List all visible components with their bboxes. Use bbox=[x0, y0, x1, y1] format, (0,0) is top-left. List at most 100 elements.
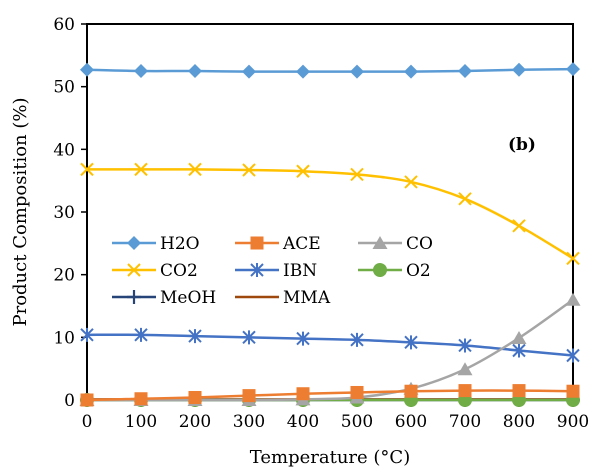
data-point bbox=[565, 292, 581, 306]
legend-label: O2 bbox=[406, 261, 431, 281]
data-point bbox=[242, 330, 256, 345]
legend-label: MeOH bbox=[160, 288, 216, 308]
data-point bbox=[566, 348, 580, 363]
data-point bbox=[242, 64, 256, 79]
data-point bbox=[296, 64, 310, 79]
data-point bbox=[296, 331, 310, 346]
legend: H2O ACE CO CO2 IBN O2 MeOH MMA bbox=[112, 234, 433, 308]
data-point bbox=[242, 389, 256, 403]
series-layer bbox=[79, 62, 581, 407]
x-tick-label: 700 bbox=[449, 412, 481, 432]
series-ace bbox=[80, 384, 580, 407]
x-axis-label: Temperature (°C) bbox=[250, 447, 410, 468]
data-point bbox=[80, 162, 94, 177]
data-point bbox=[350, 64, 364, 79]
legend-swatch-marker bbox=[372, 236, 388, 249]
series-ibn bbox=[80, 327, 580, 363]
data-point bbox=[80, 393, 94, 407]
data-point bbox=[512, 219, 526, 233]
legend-item-co: CO bbox=[358, 234, 433, 254]
legend-item-h2o: H2O bbox=[112, 234, 200, 254]
legend-label: H2O bbox=[160, 234, 200, 254]
legend-item-meoh: MeOH bbox=[112, 288, 216, 308]
legend-item-ibn: IBN bbox=[235, 261, 317, 281]
legend-item-o2: O2 bbox=[358, 261, 431, 281]
legend-swatch-marker bbox=[127, 236, 141, 250]
x-tick-label: 200 bbox=[179, 412, 211, 432]
y-tick-label: 50 bbox=[53, 78, 75, 98]
legend-swatch-marker bbox=[127, 263, 141, 277]
data-point bbox=[188, 64, 202, 78]
legend-label: CO bbox=[406, 234, 433, 254]
data-point bbox=[134, 162, 148, 177]
legend-item-ace: ACE bbox=[235, 234, 321, 254]
data-point bbox=[404, 384, 418, 398]
x-tick-label: 800 bbox=[503, 412, 535, 432]
data-point bbox=[134, 392, 148, 406]
x-tick-label: 0 bbox=[82, 412, 93, 432]
x-tick-label: 600 bbox=[395, 412, 427, 432]
data-point bbox=[511, 330, 527, 344]
panel-annotation: (b) bbox=[508, 135, 536, 155]
data-point bbox=[188, 162, 202, 177]
data-point bbox=[296, 164, 310, 178]
x-tick-label: 100 bbox=[125, 412, 157, 432]
data-point bbox=[458, 338, 472, 353]
data-point bbox=[134, 327, 148, 342]
legend-swatch-marker bbox=[250, 236, 264, 250]
series-line bbox=[87, 168, 574, 260]
data-point bbox=[404, 175, 418, 189]
legend-label: ACE bbox=[282, 234, 321, 254]
series-h2o bbox=[80, 62, 580, 79]
legend-swatch-marker bbox=[127, 290, 141, 304]
data-point bbox=[404, 335, 418, 350]
data-point bbox=[566, 384, 580, 398]
data-point bbox=[188, 390, 202, 404]
data-point bbox=[458, 64, 472, 78]
x-tick-label: 400 bbox=[287, 412, 319, 432]
data-point bbox=[566, 251, 580, 266]
plot-area bbox=[86, 23, 574, 401]
series-line bbox=[86, 389, 574, 402]
data-point bbox=[458, 384, 472, 398]
data-point bbox=[80, 62, 94, 77]
data-point bbox=[512, 343, 526, 358]
y-tick-label: 10 bbox=[53, 328, 75, 348]
data-point bbox=[458, 192, 472, 206]
legend-swatch-marker bbox=[250, 263, 264, 277]
data-point bbox=[242, 163, 256, 177]
data-point bbox=[457, 362, 473, 376]
y-tick-label: 60 bbox=[53, 15, 75, 35]
series-line bbox=[87, 298, 574, 402]
x-tick-label: 900 bbox=[557, 412, 589, 432]
legend-label: IBN bbox=[283, 261, 317, 281]
series-co2 bbox=[80, 162, 580, 266]
y-tick-label: 30 bbox=[53, 203, 75, 223]
data-point bbox=[350, 332, 364, 347]
data-point bbox=[134, 64, 148, 78]
data-point bbox=[296, 387, 310, 401]
y-axis-label: Product Composition (%) bbox=[10, 97, 31, 326]
data-point bbox=[566, 62, 580, 77]
data-point bbox=[512, 62, 526, 77]
data-point bbox=[404, 64, 418, 79]
data-point bbox=[80, 327, 94, 342]
x-tick-label: 300 bbox=[233, 412, 265, 432]
legend-label: CO2 bbox=[160, 261, 198, 281]
x-tick-label: 500 bbox=[341, 412, 373, 432]
y-tick-label: 0 bbox=[64, 391, 75, 411]
y-tick-label: 40 bbox=[53, 140, 75, 160]
y-axis-ticks: 0 10 20 30 40 50 60 bbox=[53, 15, 87, 411]
legend-item-co2: CO2 bbox=[112, 261, 198, 281]
legend-label: MMA bbox=[283, 288, 331, 308]
data-point bbox=[350, 167, 364, 182]
x-axis-ticks: 0 100 200 300 400 500 600 700 800 900 bbox=[82, 400, 589, 432]
series-line bbox=[86, 67, 574, 73]
data-point bbox=[512, 384, 526, 398]
y-tick-label: 20 bbox=[53, 266, 75, 286]
series-line bbox=[86, 333, 574, 357]
legend-swatch-marker bbox=[373, 263, 387, 277]
data-point bbox=[188, 329, 202, 344]
data-point bbox=[350, 385, 364, 399]
